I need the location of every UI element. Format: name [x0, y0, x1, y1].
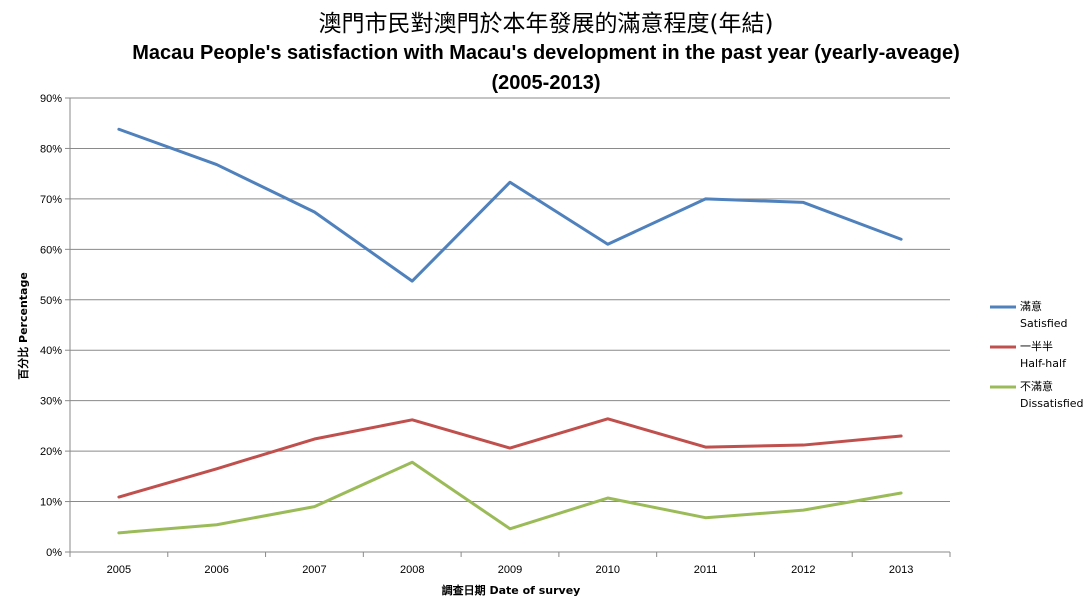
legend-label-en: Satisfied: [1020, 317, 1068, 330]
x-tick-label: 2010: [596, 564, 620, 576]
y-axis-label: 百分比 Percentage: [16, 272, 30, 380]
legend-label-zh: 不滿意: [1020, 379, 1053, 393]
chart-title-years: (2005-2013): [491, 72, 601, 94]
x-tick-label: 2006: [204, 564, 228, 576]
x-tick-label: 2007: [302, 564, 326, 576]
y-tick-label: 70%: [40, 194, 62, 206]
y-tick-label: 20%: [40, 446, 62, 458]
x-tick-label: 2005: [107, 564, 131, 576]
legend-label-zh: 一半半: [1020, 339, 1053, 353]
y-tick-label: 0%: [46, 547, 62, 559]
series-line-half-half: [117, 417, 903, 499]
gridlines: [70, 97, 950, 553]
chart-title-chinese: 澳門市民對澳門於本年發展的滿意程度(年結): [318, 11, 774, 37]
y-tick-label: 30%: [40, 396, 62, 408]
x-axis-label: 調查日期 Date of survey: [442, 583, 581, 597]
y-tick-label: 80%: [40, 143, 62, 155]
series-lines: [117, 127, 903, 535]
legend: 滿意 Satisfied 一半半 Half-half 不滿意 Dissatisfied: [990, 299, 1084, 410]
y-tick-label: 10%: [40, 497, 62, 509]
x-tick-label: 2009: [498, 564, 522, 576]
series-line-dissatisfied: [117, 460, 903, 535]
chart-title-english: Macau People's satisfaction with Macau's…: [132, 42, 960, 64]
x-axis-ticks: 2005 2006 2007 2008 2009 2010 2011 2012 2013: [69, 552, 951, 576]
axes: [69, 98, 950, 553]
legend-label-zh: 滿意: [1020, 299, 1042, 313]
x-tick-label: 2012: [791, 564, 815, 576]
x-tick-label: 2013: [889, 564, 913, 576]
y-tick-label: 90%: [40, 93, 62, 105]
y-tick-label: 60%: [40, 244, 62, 256]
x-tick-label: 2011: [694, 564, 718, 576]
legend-label-en: Half-half: [1020, 357, 1067, 370]
y-tick-label: 40%: [40, 345, 62, 357]
legend-label-en: Dissatisfied: [1020, 397, 1084, 410]
y-axis-ticks: 0% 10% 20% 30% 40% 50% 60% 70% 80% 90%: [40, 93, 70, 559]
x-tick-label: 2008: [400, 564, 424, 576]
series-line-satisfied: [117, 127, 903, 283]
y-tick-label: 50%: [40, 295, 62, 307]
